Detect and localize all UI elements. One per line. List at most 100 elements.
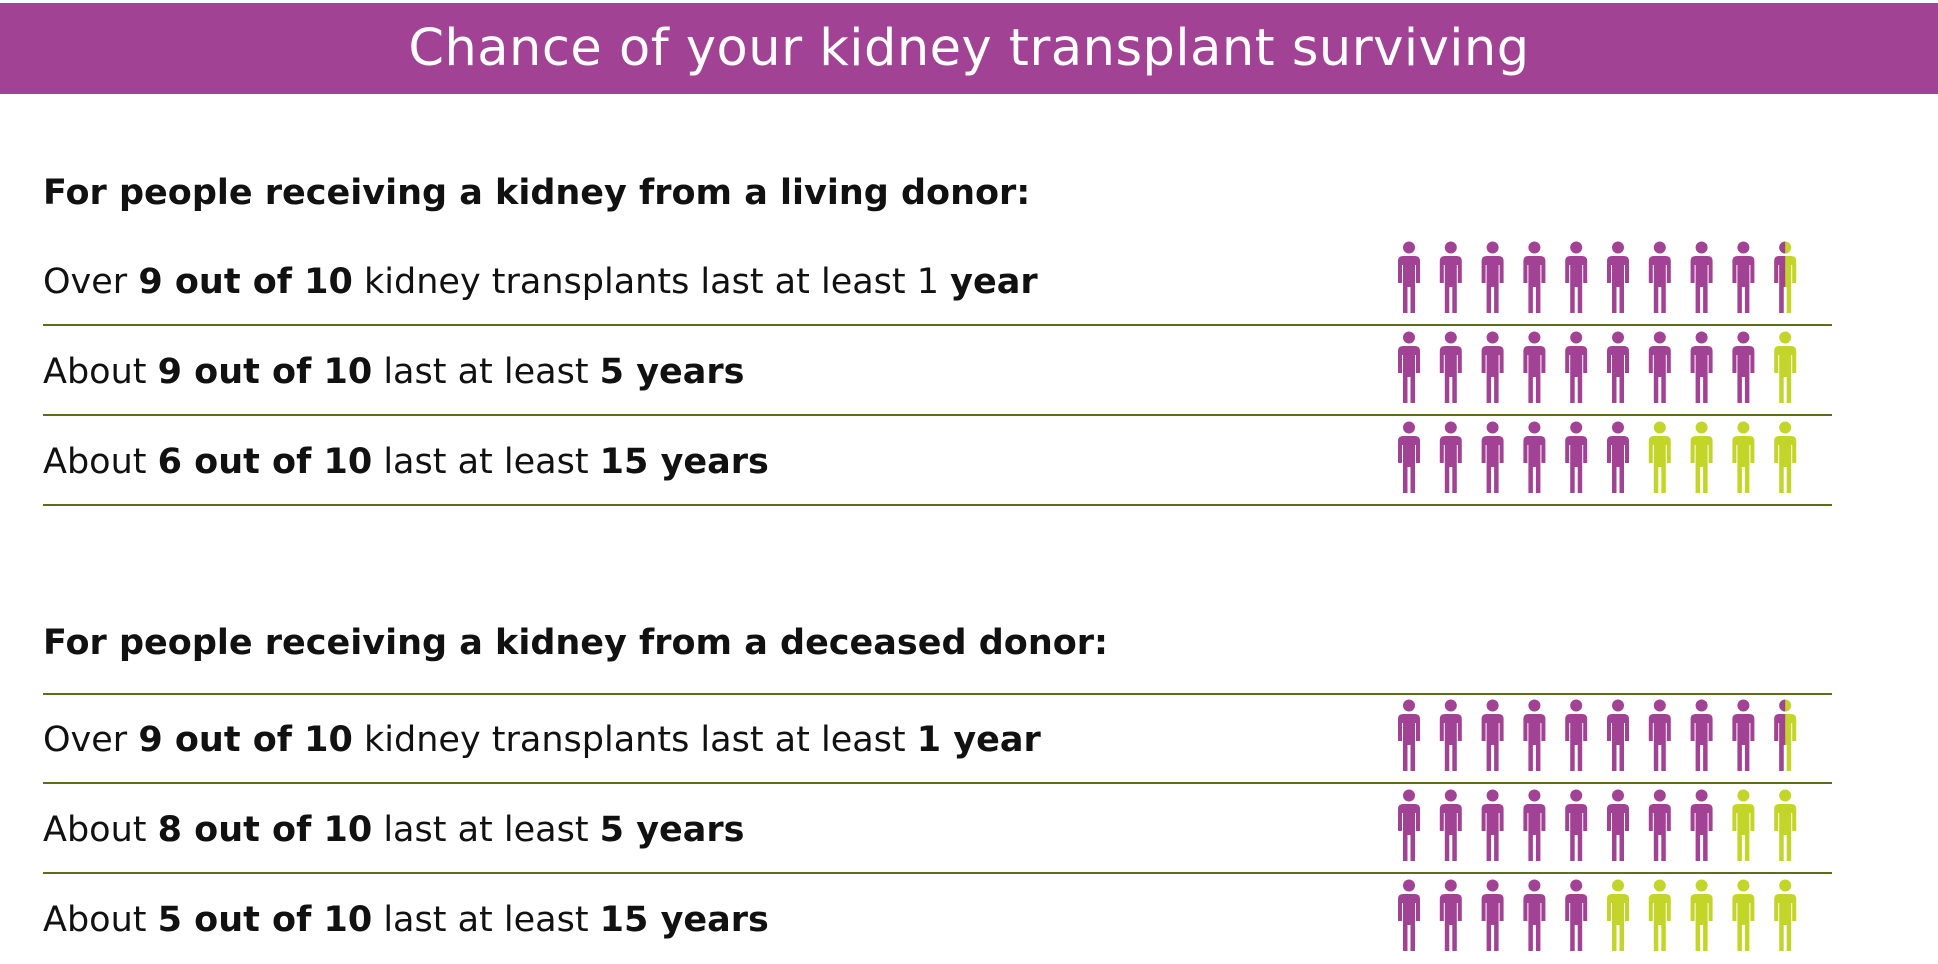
- stat-text: About 6 out of 10 last at least 15 years: [43, 442, 769, 482]
- section-heading-deceased: For people receiving a kidney from a dec…: [43, 623, 1109, 663]
- person-icon: [1565, 879, 1588, 951]
- stat-text: Over 9 out of 10 kidney transplants last…: [43, 720, 1041, 760]
- person-icon: [1732, 421, 1755, 493]
- stat-row-deceased-15-years: About 5 out of 10 last at least 15 years: [43, 874, 1832, 964]
- person-icon: [1398, 241, 1420, 313]
- person-icon: [1690, 241, 1713, 313]
- person-icon: [1607, 241, 1629, 313]
- pictogram-svg: [1398, 241, 1797, 313]
- person-icon: [1648, 789, 1671, 861]
- people-pictogram: [1393, 874, 1804, 964]
- person-icon: [1565, 789, 1588, 861]
- person-icon: [1774, 789, 1797, 861]
- person-icon: [1565, 699, 1588, 771]
- person-icon: [1732, 879, 1755, 951]
- person-icon: [1565, 241, 1588, 313]
- page-title: Chance of your kidney transplant survivi…: [408, 19, 1530, 78]
- stat-text: Over 9 out of 10 kidney transplants last…: [43, 262, 1038, 302]
- stat-ratio: 5 out of 10: [157, 900, 373, 940]
- person-icon: [1648, 331, 1671, 403]
- stat-row-living-1-year: Over 9 out of 10 kidney transplants last…: [43, 236, 1832, 326]
- person-icon: [1439, 699, 1462, 771]
- person-icon: [1607, 789, 1629, 861]
- person-icon: [1439, 879, 1462, 951]
- people-pictogram: [1393, 694, 1804, 784]
- stat-ratio: 9 out of 10: [157, 352, 373, 392]
- people-pictogram: [1393, 326, 1804, 416]
- stat-period: 1 year: [916, 720, 1041, 760]
- person-icon: [1774, 421, 1797, 493]
- stat-period: 15 years: [599, 442, 769, 482]
- person-icon: [1732, 699, 1755, 771]
- section-heading-living: For people receiving a kidney from a liv…: [43, 173, 1031, 213]
- section-divider: [43, 693, 1832, 695]
- people-pictogram: [1393, 784, 1804, 874]
- stat-ratio: 9 out of 10: [138, 720, 353, 760]
- person-icon: [1648, 241, 1671, 313]
- stat-row-deceased-1-year: Over 9 out of 10 kidney transplants last…: [43, 694, 1832, 784]
- person-icon: [1523, 789, 1546, 861]
- stat-row-living-5-years: About 9 out of 10 last at least 5 years: [43, 326, 1832, 416]
- pictogram-svg: [1398, 789, 1797, 861]
- person-icon: [1690, 421, 1713, 493]
- stat-period: 15 years: [599, 900, 769, 940]
- person-icon: [1690, 789, 1713, 861]
- person-icon: [1607, 331, 1629, 403]
- people-pictogram: [1393, 416, 1804, 506]
- person-icon: [1690, 699, 1713, 771]
- person-icon: [1398, 421, 1420, 493]
- person-icon: [1481, 789, 1504, 861]
- person-icon: [1774, 241, 1797, 313]
- person-icon: [1523, 241, 1546, 313]
- person-icon: [1481, 331, 1504, 403]
- person-icon: [1398, 789, 1420, 861]
- person-icon: [1523, 879, 1546, 951]
- pictogram-svg: [1398, 421, 1797, 493]
- person-icon: [1439, 789, 1462, 861]
- person-icon: [1565, 421, 1588, 493]
- person-icon: [1690, 331, 1713, 403]
- stat-period: year: [950, 262, 1038, 302]
- person-icon: [1523, 331, 1546, 403]
- person-icon: [1481, 879, 1504, 951]
- stat-period: 5 years: [599, 810, 745, 850]
- person-icon: [1690, 879, 1713, 951]
- stat-period: 5 years: [599, 352, 745, 392]
- person-icon: [1607, 879, 1629, 951]
- pictogram-svg: [1398, 331, 1797, 403]
- person-icon: [1732, 789, 1755, 861]
- person-icon: [1439, 421, 1462, 493]
- pictogram-svg: [1398, 879, 1797, 951]
- person-icon: [1398, 331, 1420, 403]
- person-icon: [1774, 331, 1797, 403]
- stat-ratio: 8 out of 10: [157, 810, 373, 850]
- stat-text: About 9 out of 10 last at least 5 years: [43, 352, 745, 392]
- person-icon: [1439, 241, 1462, 313]
- person-icon: [1523, 699, 1546, 771]
- stat-text: About 5 out of 10 last at least 15 years: [43, 900, 769, 940]
- person-icon: [1481, 699, 1504, 771]
- person-icon: [1398, 699, 1420, 771]
- person-icon: [1439, 331, 1462, 403]
- person-icon: [1732, 331, 1755, 403]
- stat-ratio: 9 out of 10: [138, 262, 353, 302]
- person-icon: [1774, 879, 1797, 951]
- person-icon: [1607, 699, 1629, 771]
- person-icon: [1732, 241, 1755, 313]
- person-icon: [1481, 421, 1504, 493]
- stat-row-deceased-5-years: About 8 out of 10 last at least 5 years: [43, 784, 1832, 874]
- person-icon: [1523, 421, 1546, 493]
- stat-row-living-15-years: About 6 out of 10 last at least 15 years: [43, 416, 1832, 506]
- person-icon: [1648, 699, 1671, 771]
- title-banner: Chance of your kidney transplant survivi…: [0, 3, 1938, 94]
- person-icon: [1398, 879, 1420, 951]
- person-icon: [1565, 331, 1588, 403]
- person-icon: [1648, 421, 1671, 493]
- stat-ratio: 6 out of 10: [157, 442, 373, 482]
- person-icon: [1774, 699, 1797, 771]
- pictogram-svg: [1398, 699, 1797, 771]
- people-pictogram: [1393, 236, 1804, 326]
- person-icon: [1648, 879, 1671, 951]
- person-icon: [1607, 421, 1629, 493]
- person-icon: [1481, 241, 1504, 313]
